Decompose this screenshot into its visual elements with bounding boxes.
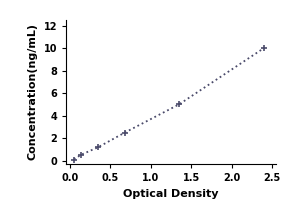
Y-axis label: Concentration(ng/mL): Concentration(ng/mL) (28, 23, 38, 161)
X-axis label: Optical Density: Optical Density (123, 189, 219, 199)
